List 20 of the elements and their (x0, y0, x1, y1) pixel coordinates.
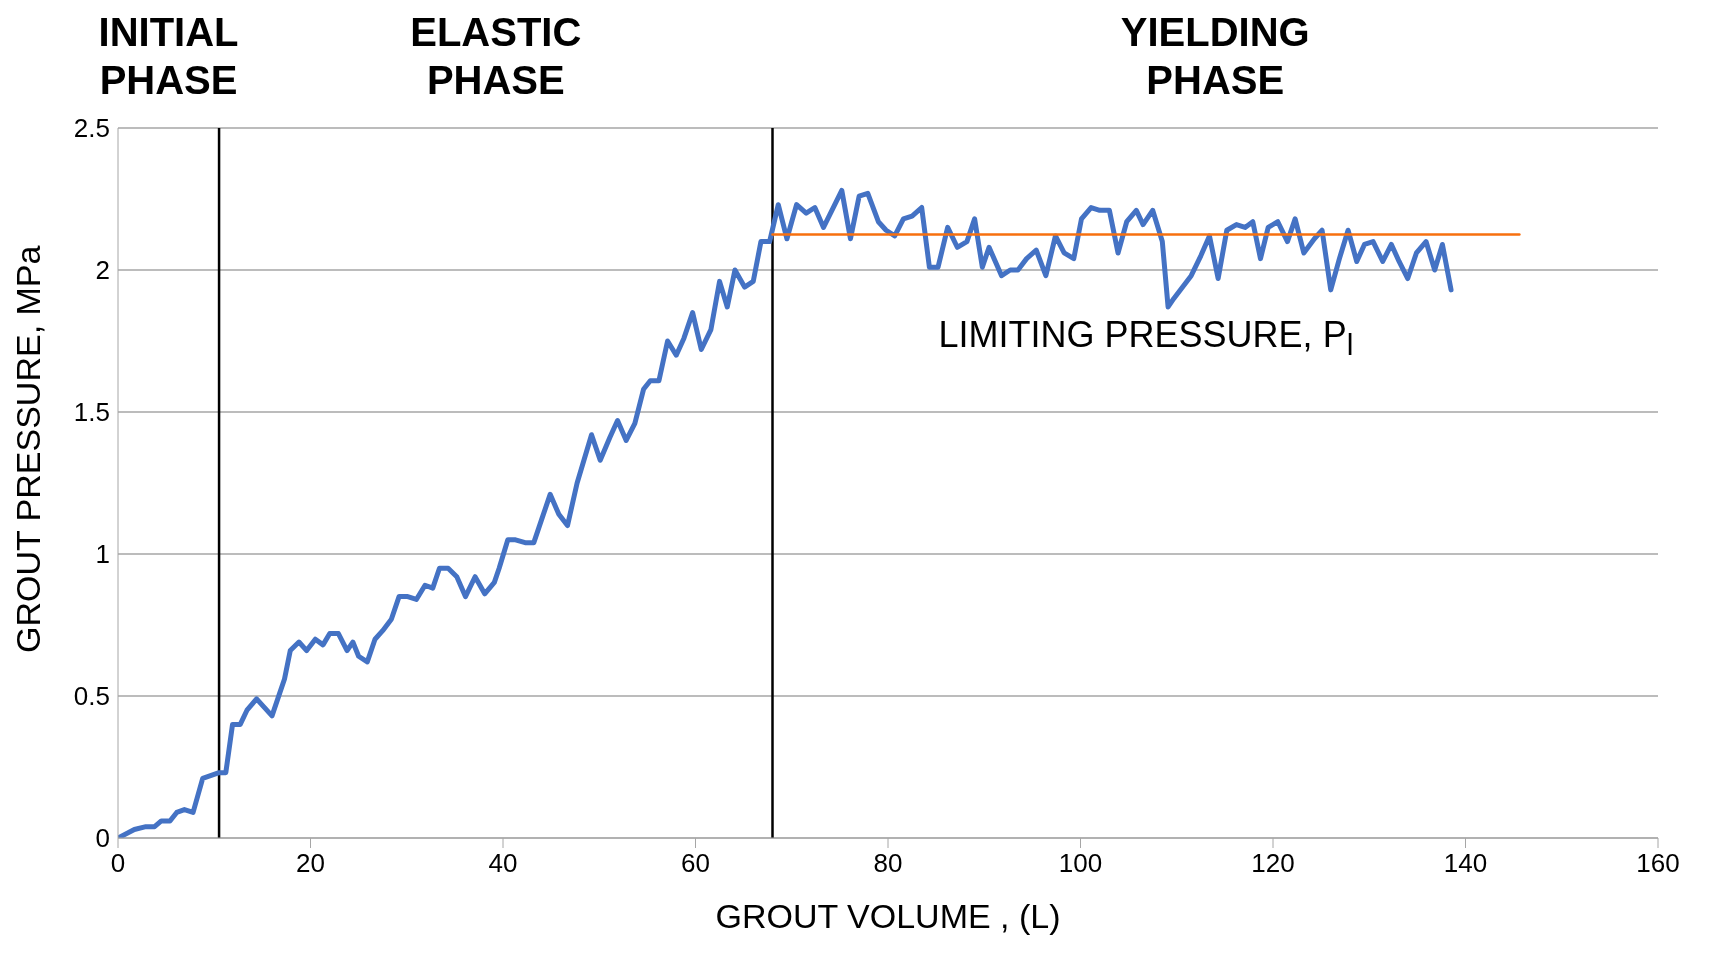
text: INITIAL PHASE (97, 9, 240, 104)
text: YIELDING PHASE (1119, 9, 1311, 104)
x-tick-label: 140 (1443, 848, 1488, 879)
x-tick-label: 40 (488, 848, 518, 879)
x-tick-label: 20 (296, 848, 325, 879)
x-tick-label: 60 (681, 848, 710, 879)
x-tick-label: 120 (1251, 848, 1295, 879)
x-tick-label: 80 (873, 848, 903, 879)
x-tick-label: 160 (1636, 848, 1680, 879)
x-tick-label: 100 (1058, 848, 1103, 879)
y-tick-label: 2.5 (73, 113, 110, 144)
y-axis-title: GROUT PRESSURE, MPa (9, 245, 48, 653)
annotation: LIMITING PRESSURE, P$_{l}$ (938, 313, 1354, 361)
y-tick-label: 0 (95, 823, 110, 854)
x-axis-title: GROUT VOLUME , (L) (715, 897, 1061, 935)
y-tick-label: 0.5 (73, 681, 110, 712)
y-tick-label: 2 (95, 255, 110, 286)
y-tick-label: 1.5 (73, 397, 110, 428)
y-tick-label: 1 (95, 539, 110, 570)
text: ELASTIC PHASE (409, 9, 583, 104)
